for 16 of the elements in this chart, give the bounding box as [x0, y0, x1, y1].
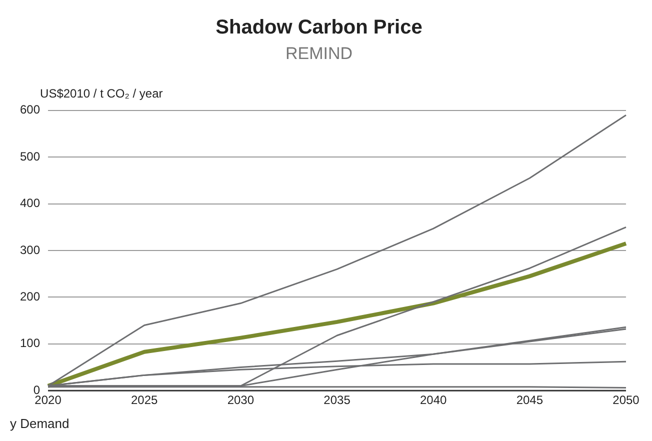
chart-subtitle: REMIND	[285, 44, 353, 63]
x-tick-label: 2025	[131, 393, 158, 408]
text: y Demand	[10, 416, 70, 432]
x-tick-label: 2030	[227, 393, 254, 408]
y-tick-label: 500	[20, 149, 40, 164]
y-tick-label: 400	[20, 196, 40, 210]
x-tick-label: 2035	[324, 393, 351, 408]
y-axis-title: US$2010 / t CO₂ / year	[40, 86, 163, 101]
x-tick-label: 2040	[420, 393, 448, 408]
y-tick-label: 200	[20, 290, 40, 304]
x-tick-label: 2050	[612, 393, 640, 408]
x-tick-label: 2045	[516, 393, 544, 408]
chart-title: Shadow Carbon Price	[216, 16, 422, 39]
y-tick-label: 600	[20, 102, 40, 117]
y-tick-label: 100	[20, 336, 40, 350]
y-tick-label: 300	[20, 242, 40, 257]
